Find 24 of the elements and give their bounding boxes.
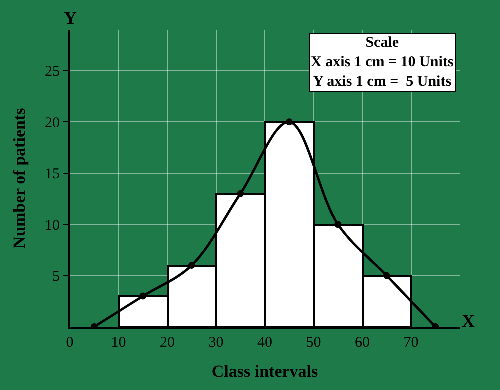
text: X: [462, 311, 475, 331]
point: [140, 292, 147, 300]
x-tick-label: 50: [306, 335, 322, 351]
point: [286, 118, 293, 126]
x-tick-label: 70: [404, 335, 419, 351]
point: [237, 190, 244, 198]
x-axis-title: Class intervals: [212, 362, 319, 381]
annotation: Scale X axis 1 cm = 10 Units Y axis 1 cm = 5 Units: [311, 35, 454, 90]
y-tick-label: 25: [45, 64, 60, 80]
x-tick-label: 60: [355, 335, 370, 351]
point: [383, 272, 390, 280]
y-tick-label: 15: [45, 166, 60, 183]
y-tick-label: 20: [45, 115, 60, 132]
x-tick-label: 20: [160, 335, 175, 351]
y-tick-label: 5: [52, 269, 60, 286]
x-tick-label: 10: [111, 335, 126, 351]
x-tick-label: 40: [258, 335, 272, 351]
point: [334, 221, 342, 228]
x-tick-label: 0: [66, 335, 74, 351]
y-axis-title: Number of patients: [10, 108, 30, 249]
point: [188, 262, 196, 270]
text: Y: [64, 8, 77, 28]
y-tick-label: 10: [45, 218, 60, 234]
x-tick-label: 30: [208, 335, 224, 351]
